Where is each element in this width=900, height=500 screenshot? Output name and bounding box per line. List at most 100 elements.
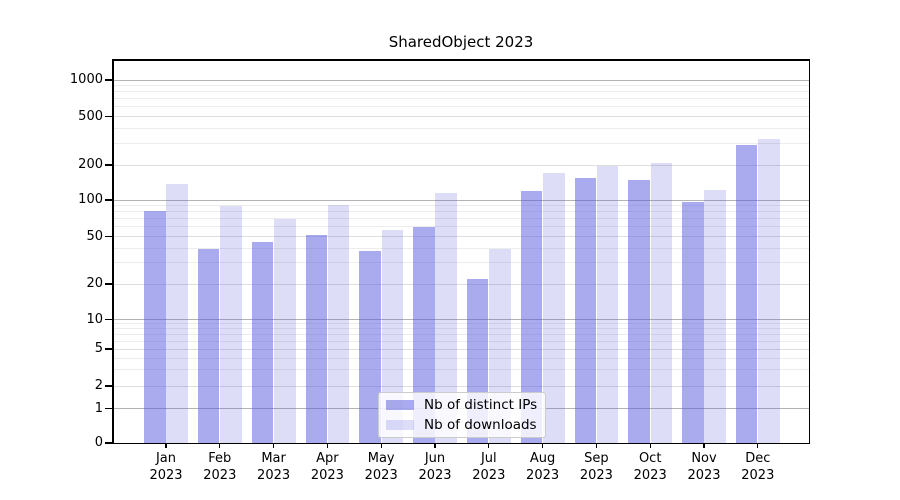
bar-downloads-aug: [543, 173, 565, 443]
bar-downloads-oct: [650, 162, 673, 443]
y-tickmark: [105, 318, 113, 321]
y-tickmark: [105, 235, 113, 238]
axis-spine-right: [808, 59, 811, 444]
x-tick-label: Jun 2023: [418, 451, 452, 483]
x-tick-label: Nov 2023: [687, 451, 721, 483]
x-tickmark: [541, 443, 544, 448]
gridline: [113, 283, 809, 285]
y-tickmark: [105, 115, 113, 118]
x-tick-label: May 2023: [364, 451, 398, 483]
legend-label-downloads: Nb of downloads: [424, 416, 537, 433]
bar-distinct-ips-jun: [413, 226, 435, 443]
y-tickmark: [105, 442, 113, 444]
x-tickmark: [595, 443, 598, 448]
bar-distinct-ips-aug: [520, 190, 543, 443]
minor-gridline: [113, 143, 809, 145]
bar-distinct-ips-nov: [682, 202, 704, 443]
legend-label-distinct-ips: Nb of distinct IPs: [424, 397, 538, 414]
minor-gridline: [113, 98, 809, 100]
x-tick-label: Apr 2023: [310, 451, 344, 483]
bar-distinct-ips-mar: [251, 241, 274, 443]
gridline: [113, 348, 809, 350]
minor-gridline: [113, 247, 809, 249]
bar-distinct-ips-dec: [735, 144, 758, 443]
minor-gridline: [113, 262, 809, 264]
x-tickmark: [326, 443, 329, 448]
x-tickmark: [649, 443, 651, 448]
y-tick-label: 100: [78, 192, 103, 207]
y-tick-label: 500: [78, 108, 103, 124]
x-tickmark: [488, 443, 490, 448]
legend-swatch-distinct-ips: [386, 400, 414, 411]
minor-gridline: [113, 85, 809, 87]
minor-gridline: [113, 323, 809, 325]
chart-title: SharedObject 2023: [388, 33, 534, 51]
major-gridline: [113, 79, 809, 81]
bar-downloads-sep: [596, 166, 619, 443]
x-tickmark: [434, 443, 436, 448]
bar-downloads-jan: [166, 184, 188, 443]
gridline: [113, 116, 809, 117]
bar-downloads-dec: [758, 138, 780, 443]
minor-gridline: [113, 218, 809, 220]
y-tick-label: 2: [94, 378, 103, 393]
y-tickmark: [105, 164, 113, 166]
bar-downloads-feb: [220, 206, 242, 443]
x-tickmark: [380, 443, 382, 448]
minor-gridline: [113, 328, 809, 330]
y-tick-label: 5: [94, 341, 103, 356]
x-tickmark: [165, 443, 167, 448]
y-tickmark: [105, 348, 113, 350]
axis-spine-top: [112, 59, 810, 61]
bar-distinct-ips-may: [359, 250, 381, 443]
y-tick-label: 1000: [69, 72, 103, 87]
y-tick-label: 10: [86, 311, 103, 327]
minor-gridline: [113, 334, 809, 336]
y-tick-label: 0: [94, 435, 103, 450]
y-tick-label: 20: [86, 276, 103, 291]
minor-gridline: [113, 357, 809, 359]
bar-distinct-ips-jan: [144, 211, 166, 443]
bar-downloads-jun: [435, 192, 457, 443]
bar-distinct-ips-apr: [305, 235, 327, 443]
y-tick-label: 200: [78, 157, 103, 172]
bar-distinct-ips-sep: [574, 177, 596, 443]
legend-item-downloads: Nb of downloads: [386, 417, 538, 433]
y-tickmark: [105, 407, 113, 410]
x-tick-label: Oct 2023: [633, 451, 667, 483]
gridline: [113, 385, 809, 387]
bar-downloads-may: [381, 229, 404, 443]
minor-gridline: [113, 211, 809, 213]
x-tick-label: Feb 2023: [203, 451, 237, 483]
minor-gridline: [113, 226, 809, 228]
major-gridline: [113, 199, 809, 201]
gridline: [113, 236, 809, 237]
legend-item-distinct-ips: Nb of distinct IPs: [386, 397, 538, 413]
gridline: [113, 164, 809, 166]
minor-gridline: [113, 205, 809, 207]
bar-distinct-ips-feb: [197, 249, 220, 443]
minor-gridline: [113, 127, 809, 129]
minor-gridline: [113, 106, 809, 108]
x-tick-label: Dec 2023: [741, 451, 775, 483]
bar-downloads-mar: [274, 218, 296, 443]
bar-downloads-nov: [704, 190, 726, 443]
legend: Nb of distinct IPs Nb of downloads: [378, 392, 546, 438]
minor-gridline: [113, 369, 809, 371]
x-tickmark: [219, 443, 221, 448]
y-tickmark: [105, 385, 113, 387]
axis-spine-left: [112, 59, 114, 444]
x-tickmark: [757, 443, 759, 448]
x-tick-label: Aug 2023: [526, 451, 560, 483]
x-tickmark: [703, 443, 705, 448]
x-tick-label: Jan 2023: [149, 451, 183, 483]
y-tickmark: [105, 199, 113, 201]
axis-spine-bottom: [112, 442, 810, 445]
y-tick-label: 1: [94, 400, 103, 416]
x-tick-label: Sep 2023: [579, 451, 613, 483]
minor-gridline: [113, 91, 809, 93]
x-tick-label: Jul 2023: [472, 451, 506, 483]
bar-distinct-ips-oct: [628, 179, 650, 443]
